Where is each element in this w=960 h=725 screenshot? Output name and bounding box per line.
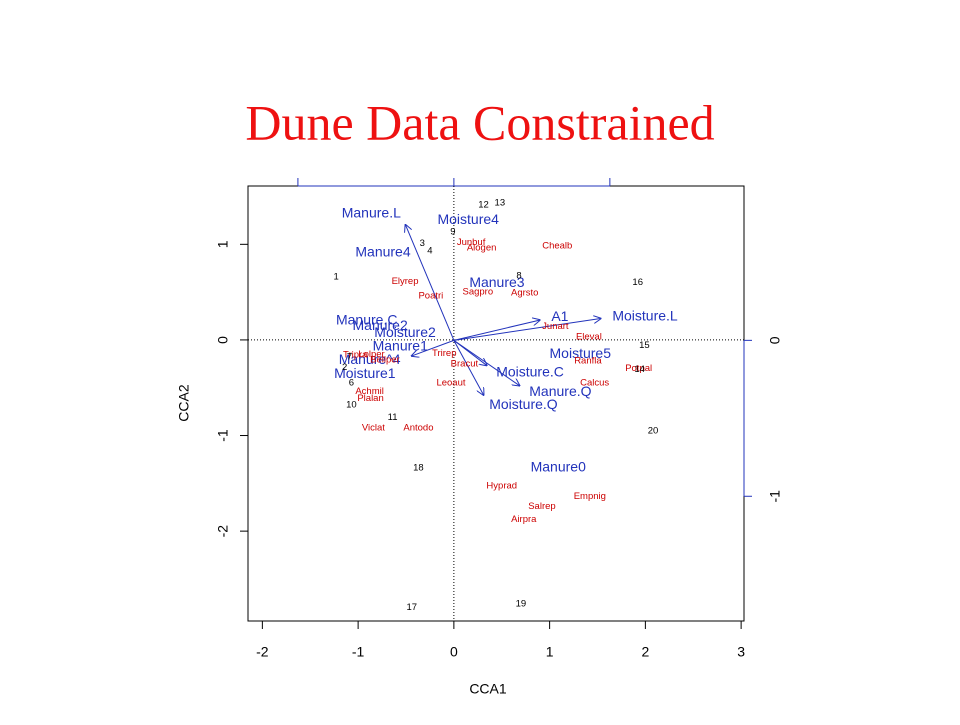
- species-label: Antodo: [403, 422, 433, 433]
- x-tick-label: -2: [256, 644, 269, 660]
- y2-tick-label: -1: [767, 490, 783, 503]
- y-tick-label: 1: [215, 240, 231, 248]
- species-label: Bracut: [451, 358, 479, 369]
- site-label: 2: [342, 362, 347, 373]
- site-label: 17: [406, 602, 417, 613]
- site-label: 12: [478, 200, 489, 211]
- site-label: 18: [413, 463, 424, 474]
- chart-title: Dune Data Constrained: [245, 94, 714, 150]
- species-label: Hyprad: [486, 481, 517, 492]
- centroid-label: Moisture2: [374, 324, 436, 340]
- arrow-label: Manure.L: [342, 205, 401, 221]
- biplot-arrow: [453, 320, 540, 341]
- arrow-label: Moisture.Q: [489, 396, 558, 412]
- centroid-label: Manure3: [469, 274, 524, 290]
- site-label: 7: [347, 352, 352, 363]
- site-label: 11: [388, 412, 398, 423]
- centroid-label: Manure.C: [336, 312, 397, 328]
- site-label: 1: [333, 271, 338, 282]
- x-axis-label: CCA1: [469, 681, 507, 697]
- site-label: 14: [634, 364, 645, 375]
- site-label: 20: [648, 425, 659, 436]
- x-tick-label: 0: [450, 644, 458, 660]
- species-label: Junbuf: [457, 237, 486, 248]
- species-label: Airpra: [511, 514, 537, 525]
- species-label: Trirep: [432, 348, 456, 359]
- centroid-label: Manure2: [353, 317, 408, 333]
- site-label: 19: [516, 598, 527, 609]
- site-label: 6: [349, 377, 354, 388]
- biplot-arrow: [453, 319, 601, 341]
- species-label: Potpal: [625, 363, 652, 374]
- species-label: Poatri: [418, 290, 443, 301]
- site-label: 3: [420, 238, 425, 249]
- species-label: Achmil: [355, 386, 384, 397]
- y-tick-label: -2: [215, 525, 231, 538]
- centroid-label: Moisture1: [334, 365, 396, 381]
- centroid-label: Moisture4: [437, 211, 499, 227]
- arrow-label: Manure.Q: [529, 383, 591, 399]
- species-label: Bellper: [370, 355, 400, 366]
- x-tick-label: -1: [352, 644, 365, 660]
- site-label: 16: [632, 277, 643, 288]
- species-label: Junart: [542, 321, 569, 332]
- x-tick-label: 3: [737, 644, 745, 660]
- arrow-label: A1: [551, 308, 568, 324]
- site-label: 13: [495, 198, 506, 209]
- species-label: Salrep: [528, 501, 555, 512]
- x-tick-label: 2: [641, 644, 649, 660]
- biplot-arrow: [453, 339, 520, 385]
- biplot-arrow: [453, 340, 484, 395]
- centroid-label: Moisture5: [550, 345, 612, 361]
- species-label: Empnig: [574, 491, 606, 502]
- centroid-label: Manure0: [531, 459, 586, 475]
- species-label: Sagpro: [462, 287, 493, 298]
- species-label: Alogen: [467, 243, 497, 254]
- species-label: Tripra: [343, 350, 368, 361]
- y-tick-label: 0: [215, 336, 231, 344]
- species-label: Agrsto: [511, 288, 538, 299]
- species-label: Chealb: [542, 241, 572, 252]
- arrow-label: Moisture.L: [612, 307, 678, 323]
- biplot-arrow: [406, 225, 455, 341]
- centroid-label: Manure1: [373, 337, 428, 353]
- site-label: 4: [427, 246, 432, 257]
- site-label: 15: [639, 340, 650, 351]
- site-label: 10: [346, 399, 357, 410]
- biplot-arrow: [412, 339, 455, 356]
- species-label: Plalan: [357, 393, 383, 404]
- arrow-label: Manure^4: [339, 351, 401, 367]
- site-label: 8: [516, 270, 521, 281]
- y2-tick-label: 0: [767, 336, 783, 344]
- y-tick-label: -1: [215, 429, 231, 442]
- species-label: Eleval: [576, 332, 602, 343]
- species-label: Calcus: [580, 377, 609, 388]
- y-axis-label: CCA2: [176, 384, 192, 422]
- species-label: Ranfla: [574, 355, 602, 366]
- species-label: Lolper: [358, 349, 384, 360]
- species-label: Viclat: [362, 422, 385, 433]
- species-label: Leoaut: [436, 377, 465, 388]
- centroid-label: Manure4: [355, 244, 410, 260]
- arrow-label: Moisture.C: [496, 363, 564, 379]
- species-label: Elyrep: [392, 276, 419, 287]
- site-label: 9: [450, 226, 455, 237]
- x-tick-label: 1: [546, 644, 554, 660]
